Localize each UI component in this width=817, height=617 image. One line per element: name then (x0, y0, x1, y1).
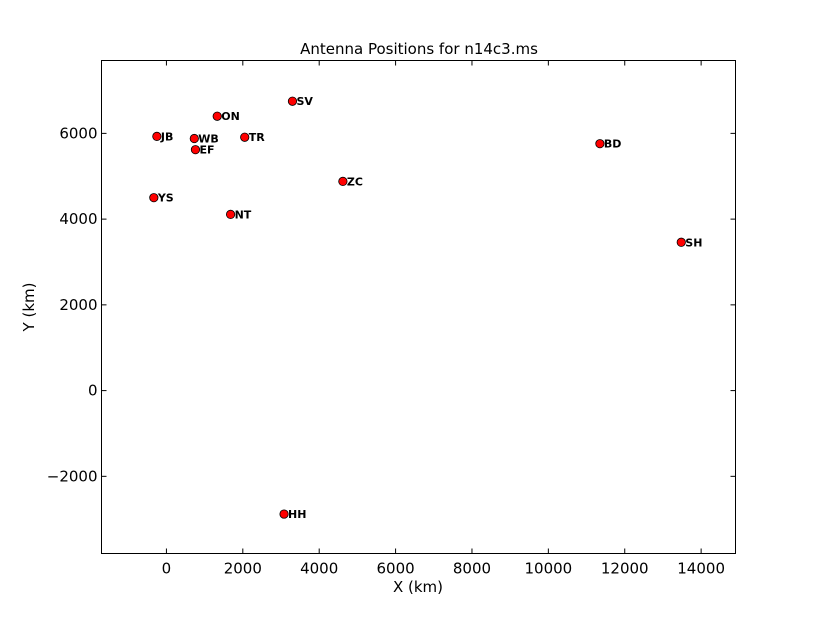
antenna-label-ys: YS (157, 192, 174, 205)
antenna-label-sv: SV (296, 95, 313, 108)
x-tick-label: 8000 (453, 560, 491, 578)
antenna-point-on (212, 111, 222, 121)
plot-area (101, 60, 736, 554)
antenna-label-tr: TR (249, 131, 266, 144)
antenna-point-ys (149, 193, 159, 203)
chart-title: Antenna Positions for n14c3.ms (300, 40, 538, 58)
antenna-point-bd (595, 139, 605, 149)
antenna-label-wb: WB (198, 133, 219, 146)
y-tick-label: 2000 (59, 296, 97, 314)
x-tick-label: 0 (162, 560, 172, 578)
antenna-label-on: ON (221, 110, 240, 123)
antenna-point-tr (240, 132, 250, 142)
x-tick-label: 12000 (601, 560, 649, 578)
antenna-label-hh: HH (288, 508, 306, 521)
antenna-point-ef (190, 145, 201, 155)
antenna-label-sh: SH (685, 236, 702, 249)
x-tick-label: 6000 (376, 560, 414, 578)
antenna-point-sv (287, 96, 298, 106)
y-tick-label: 6000 (59, 124, 97, 142)
antenna-label-jb: JB (160, 130, 173, 143)
antenna-point-wb (189, 133, 199, 144)
antenna-point-nt (225, 209, 236, 220)
x-tick-label: 10000 (524, 560, 572, 578)
x-tick-label: 2000 (224, 560, 262, 578)
antenna-label-nt: NT (235, 208, 252, 221)
y-tick-label: −2000 (47, 467, 98, 485)
antenna-point-zc (338, 176, 348, 186)
x-axis-label: X (km) (393, 578, 443, 596)
axis-ticks: 0 2000 4000 6000 8000 10000 12000 14000 −2000 0 20… (47, 60, 736, 578)
antenna-point-hh (279, 509, 289, 519)
antenna-point-sh (676, 237, 686, 247)
antenna-point-jb (152, 131, 162, 141)
y-tick-label: 0 (88, 382, 98, 400)
y-tick-label: 4000 (59, 210, 97, 228)
y-axis-label: Y (km) (20, 283, 38, 333)
antenna-label-bd: BD (604, 138, 622, 151)
antenna-label-zc: ZC (347, 175, 363, 188)
x-tick-label: 14000 (677, 560, 725, 578)
antenna-label-ef: EF (199, 144, 214, 157)
data-points: SV ON JB WB TR EF YS NT ZC BD SH HH (149, 95, 702, 521)
x-tick-label: 4000 (300, 560, 338, 578)
